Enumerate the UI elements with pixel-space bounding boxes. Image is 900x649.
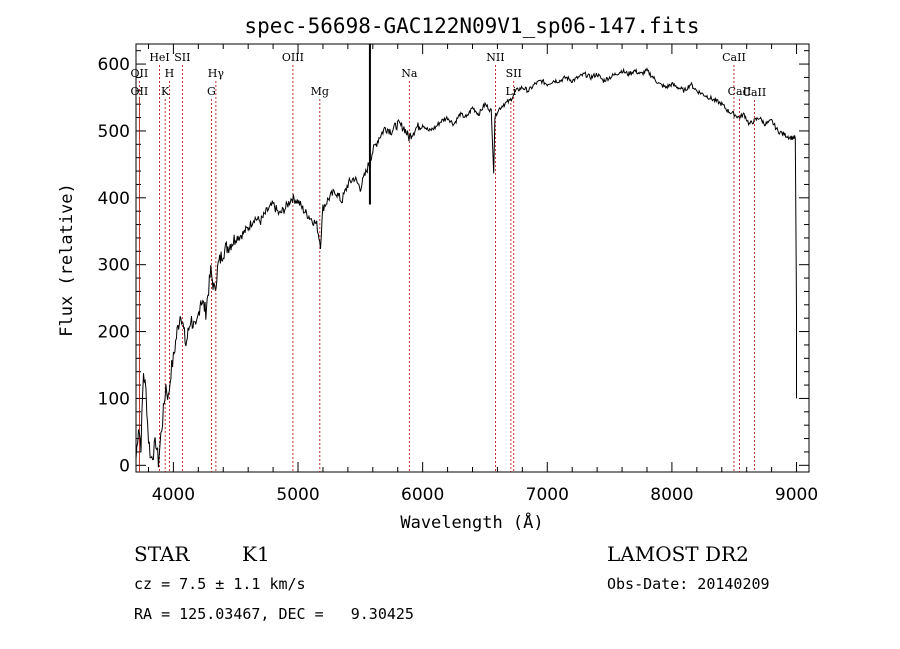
y-tick-label: 600 bbox=[98, 55, 130, 75]
x-tick-label: 8000 bbox=[650, 485, 693, 505]
x-tick-label: 4000 bbox=[152, 485, 195, 505]
x-tick-label: 6000 bbox=[401, 485, 444, 505]
coordinates: RA = 125.03467, DEC = 9.30425 bbox=[134, 605, 414, 623]
spectral-line-label: OIII bbox=[282, 51, 304, 64]
x-tick-label: 9000 bbox=[775, 485, 818, 505]
survey-release: LAMOST DR2 bbox=[607, 542, 749, 566]
spectral-line-label: H bbox=[165, 67, 175, 80]
spectral-line-label: HeI bbox=[149, 51, 169, 64]
spectral-line-label: OII bbox=[131, 85, 149, 98]
spectral-line-label: NII bbox=[486, 51, 504, 64]
spectral-line-label: CaII bbox=[743, 86, 767, 99]
y-tick-label: 300 bbox=[98, 256, 130, 276]
x-tick-label: 7000 bbox=[526, 485, 569, 505]
spectral-line-label: K bbox=[161, 85, 170, 98]
spectrum-series-line bbox=[135, 67, 797, 468]
spectral-line-label: Hγ bbox=[208, 67, 225, 80]
spectral-line-label: SII bbox=[174, 51, 190, 64]
spectral-line-markers: OIIOIIHeIHKSIIHγGOIIIMgNaNIILiSIICaIICaI… bbox=[131, 51, 767, 472]
chart-title: spec-56698-GAC122N09V1_sp06-147.fits bbox=[244, 14, 699, 38]
spectral-line-label: OII bbox=[131, 67, 149, 80]
object-subclass: K1 bbox=[242, 542, 270, 566]
spectral-line-label: CaII bbox=[722, 51, 746, 64]
y-tick-label: 500 bbox=[98, 122, 130, 142]
spectral-line-label: CaII bbox=[728, 85, 752, 98]
redshift-velocity: cz = 7.5 ± 1.1 km/s bbox=[134, 575, 306, 593]
spectral-line-label: Na bbox=[401, 67, 418, 80]
y-tick-label: 0 bbox=[119, 456, 130, 476]
x-axis-label: Wavelength (Å) bbox=[400, 511, 543, 533]
y-tick-label: 100 bbox=[98, 389, 130, 409]
x-tick-label: 5000 bbox=[276, 485, 319, 505]
y-tick-label: 200 bbox=[98, 323, 130, 343]
spectral-line-label: Mg bbox=[311, 85, 329, 98]
spectral-line-label: SII bbox=[506, 67, 522, 80]
y-axis-label: Flux (relative) bbox=[57, 183, 77, 337]
y-tick-label: 400 bbox=[98, 189, 130, 209]
spectral-line-label: G bbox=[207, 85, 216, 98]
x-axis-ticks: 4000 5000 6000 7000 8000 9000 bbox=[147, 44, 818, 505]
object-class: STAR bbox=[134, 542, 190, 566]
observation-date: Obs-Date: 20140209 bbox=[607, 575, 770, 593]
y-axis-ticks: 0 100 200 300 400 500 600 bbox=[98, 50, 809, 476]
spectral-line-label: Li bbox=[505, 85, 516, 98]
